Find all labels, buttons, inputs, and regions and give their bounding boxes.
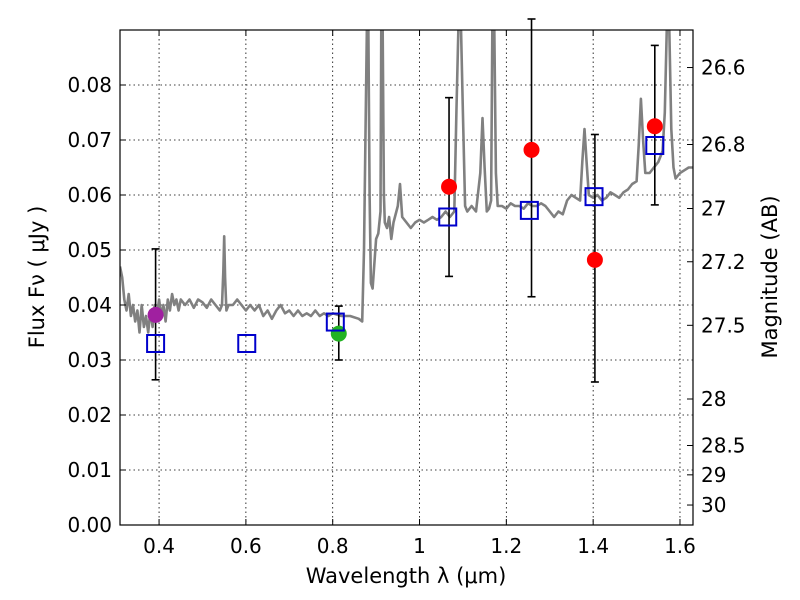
- plot-frame: [119, 29, 694, 526]
- y-tick-label: 0.02: [67, 403, 112, 427]
- x-tick-label: 1.4: [577, 534, 609, 558]
- observed-point: [646, 118, 663, 135]
- spectrum-layer: [120, 30, 693, 334]
- model-square-marker: [237, 334, 257, 353]
- x-tick-label: 1.2: [490, 534, 522, 558]
- model-square-marker: [645, 136, 665, 155]
- spectrum-line: [120, 30, 693, 334]
- right-tick-label: 30: [701, 493, 726, 517]
- observed-point: [586, 251, 603, 268]
- model-square-marker: [519, 200, 539, 220]
- y-tick-label: 0.08: [67, 73, 112, 97]
- x-axis-label: Wavelength λ (μm): [306, 564, 507, 588]
- x-tick-label: 0.8: [317, 534, 349, 558]
- x-tick-label: 1: [413, 534, 426, 558]
- y-tick-label: 0.01: [67, 458, 112, 482]
- x-tick-label: 0.4: [143, 534, 175, 558]
- model-square-marker: [146, 334, 166, 353]
- x-tick-labels: 0.4 0.6 0.8 1 1.2 1.4 1.6: [143, 534, 696, 558]
- right-tick-label: 28: [701, 387, 726, 411]
- x-tick-label: 0.6: [230, 534, 262, 558]
- right-tick-label: 26.6: [701, 56, 746, 80]
- right-tick-label: 29: [701, 463, 726, 487]
- right-tick-label: 27.2: [701, 250, 746, 274]
- y-tick-label: 0.06: [67, 183, 112, 207]
- plot-background: [120, 30, 693, 525]
- x-tick-label: 1.6: [664, 534, 696, 558]
- observed-point: [441, 178, 458, 195]
- model-square-marker: [584, 187, 604, 207]
- y-tick-label: 0.05: [67, 238, 112, 262]
- model-square-marker: [325, 312, 345, 332]
- marker-layer: [146, 118, 665, 353]
- observed-point: [523, 141, 540, 158]
- right-tick-label: 28.5: [701, 434, 746, 458]
- right-tick-label: 26.8: [701, 132, 746, 156]
- observed-point: [147, 306, 164, 323]
- y-axis-label: Flux Fν ( μJy ): [25, 206, 49, 349]
- right-axis-label: Magnitude (AB): [758, 195, 782, 358]
- y-tick-label: 0.07: [67, 128, 112, 152]
- y-tick-label: 0.04: [67, 293, 112, 317]
- right-tick-label: 27: [701, 197, 726, 221]
- model-square-marker: [438, 207, 458, 227]
- right-tick-labels: 26.6 26.8 27 27.2 27.5 28 28.5 29 30: [701, 56, 746, 518]
- y-tick-labels: 0.00 0.01 0.02 0.03 0.04 0.05 0.06 0.07 0.08: [67, 73, 112, 537]
- y-tick-label: 0.00: [67, 513, 112, 537]
- right-tick-label: 27.5: [701, 313, 746, 337]
- y-tick-label: 0.03: [67, 348, 112, 372]
- ticks: [120, 30, 693, 526]
